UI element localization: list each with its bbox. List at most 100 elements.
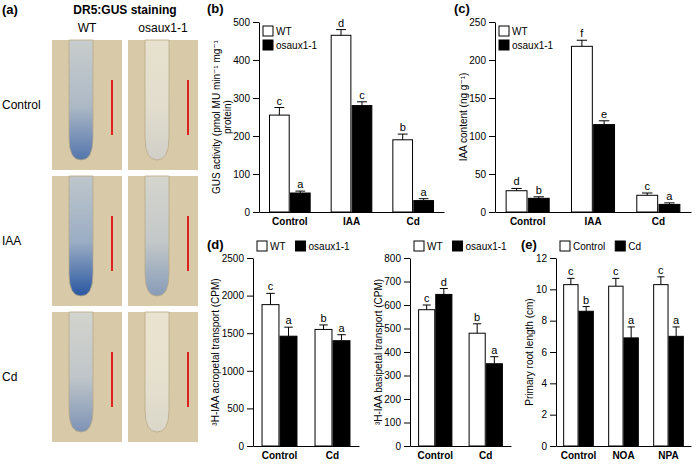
significance-letter: d [441, 276, 447, 288]
y-tick-label: 0 [238, 441, 244, 452]
significance-letter: a [285, 314, 292, 326]
panel-label: (c) [454, 1, 470, 16]
y-tick-label: 600 [384, 300, 401, 311]
y-tick-label: 2000 [222, 290, 245, 301]
y-tick: 4 [541, 378, 556, 389]
figure: (a)DR5:GUS stainingWTosaux1-1ControlIAAC… [0, 0, 699, 470]
plot: 024681012Primary root length (cm)Control… [524, 241, 691, 461]
x-tick-label: Control [510, 216, 546, 227]
error-bar [419, 199, 429, 201]
error-bar [473, 324, 481, 333]
legend-label: osaux1-1 [512, 40, 554, 51]
x-tick: Control [272, 216, 308, 227]
legend-swatch [560, 241, 570, 251]
root-image [128, 40, 198, 170]
y-tick-mark [247, 371, 253, 372]
y-tick: 0 [244, 207, 259, 218]
root [145, 40, 169, 160]
y-tick-label: 10 [536, 284, 548, 295]
y-tick: 100 [469, 131, 495, 142]
x-tick: Control [561, 450, 597, 461]
bar [637, 195, 658, 212]
y-tick-mark [489, 136, 495, 137]
bar [331, 35, 351, 212]
y-tick-label: 300 [384, 370, 401, 381]
bar [594, 125, 615, 212]
x-tick: Control [510, 216, 546, 227]
x-axis: ControlIAACd [260, 213, 445, 228]
bar [262, 305, 279, 446]
legend-label: Control [573, 241, 605, 252]
significance-letter: a [421, 186, 428, 198]
x-tick-label: NPA [658, 450, 678, 461]
error-bar [336, 30, 346, 36]
y-tick: 400 [384, 347, 410, 358]
error-bar [511, 188, 521, 190]
legend-item: WT [414, 241, 443, 252]
y-axis-title: ³H-IAA acropetal transport (CPM) [210, 278, 221, 425]
significance-letter: a [666, 190, 673, 202]
y-tick: 300 [233, 93, 259, 104]
root [69, 312, 93, 432]
x-tick-label: NOA [612, 450, 634, 461]
error-bar [567, 278, 574, 284]
x-tick: IAA [584, 216, 601, 227]
legend-label: Cd [628, 241, 641, 252]
x-tick-label: Control [417, 450, 453, 461]
bar [333, 341, 350, 446]
legend-swatch [257, 241, 267, 251]
x-tick-label: Cd [479, 450, 492, 461]
legend-swatch [499, 26, 509, 36]
root [145, 176, 169, 296]
scale-bar [111, 216, 113, 271]
y-tick-label: 700 [384, 276, 401, 287]
significance-letter: a [338, 322, 345, 334]
bar [270, 115, 290, 212]
legend-label: WT [270, 241, 286, 252]
y-tick-mark [253, 98, 259, 99]
y-tick: 800 [384, 253, 410, 264]
x-tick-label: Control [272, 216, 308, 227]
y-tick-mark [253, 22, 259, 23]
y-tick-label: 2 [541, 409, 547, 420]
legend-item: WT [499, 26, 528, 37]
significance-letter: a [628, 314, 635, 326]
bar [414, 201, 434, 212]
x-tick-label: IAA [343, 216, 360, 227]
y-tick: 150 [469, 93, 495, 104]
error-bar [266, 293, 274, 304]
y-tick-label: 800 [384, 253, 401, 264]
legend-swatch [296, 241, 306, 251]
bar [571, 46, 592, 212]
x-tick: Cd [326, 450, 339, 461]
y-tick-mark [489, 60, 495, 61]
error-bar [398, 134, 408, 140]
significance-letter: b [320, 312, 326, 324]
root [69, 176, 93, 296]
y-tick-mark [550, 258, 556, 259]
error-bar [657, 277, 664, 285]
legend-label: osaux1-1 [276, 40, 318, 51]
bar [469, 333, 485, 446]
significance-letter: c [424, 292, 430, 304]
panel-label: (b) [207, 1, 224, 16]
error-bar [664, 203, 674, 205]
y-tick-mark [247, 296, 253, 297]
x-tick: IAA [343, 216, 360, 227]
y-tick-mark [404, 423, 410, 424]
y-tick: 6 [541, 347, 556, 358]
bar [624, 338, 638, 446]
chart-panel: (b)0100200300400500GUS activity (pmol MU… [207, 1, 445, 227]
image-background [128, 176, 198, 306]
significance-letter: a [673, 314, 680, 326]
y-tick-label: 200 [469, 55, 486, 66]
y-tick-label: 150 [469, 93, 486, 104]
image-panel: (a)DR5:GUS stainingWTosaux1-1ControlIAAC… [2, 2, 198, 442]
x-tick-label: IAA [584, 216, 601, 227]
y-tick-label: 1000 [222, 366, 245, 377]
x-axis: ControlIAACd [496, 213, 692, 228]
significance-letter: a [491, 344, 498, 356]
x-axis: ControlCd [254, 447, 360, 462]
image-background [52, 176, 122, 306]
y-tick: 12 [536, 253, 556, 264]
